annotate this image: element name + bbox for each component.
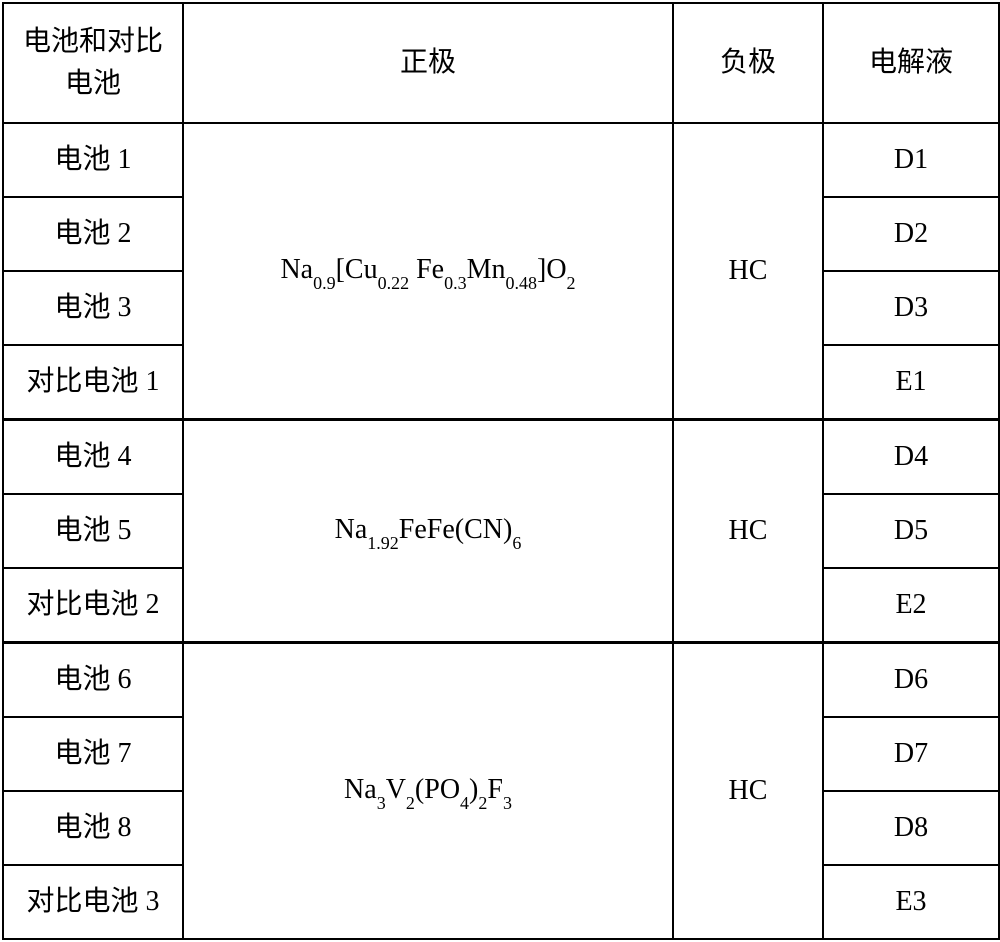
cell-anode: HC — [673, 643, 823, 940]
cell-electrolyte: D7 — [823, 717, 999, 791]
table-header-row: 电池和对比 电池 正极 负极 电解液 — [3, 3, 999, 123]
cell-cathode: Na0.9[Cu0.22 Fe0.3Mn0.48]O2 — [183, 123, 673, 420]
cell-anode: HC — [673, 123, 823, 420]
header-anode: 负极 — [673, 3, 823, 123]
cell-battery-name: 电池 2 — [3, 197, 183, 271]
cell-battery-name: 电池 4 — [3, 420, 183, 495]
cell-battery-name: 对比电池 2 — [3, 568, 183, 643]
table-row: 电池 1Na0.9[Cu0.22 Fe0.3Mn0.48]O2HCD1 — [3, 123, 999, 197]
cell-battery-name: 对比电池 1 — [3, 345, 183, 420]
cell-electrolyte: E3 — [823, 865, 999, 939]
cell-battery-name: 电池 3 — [3, 271, 183, 345]
battery-comparison-table: 电池和对比 电池 正极 负极 电解液 电池 1Na0.9[Cu0.22 Fe0.… — [2, 2, 1000, 940]
cell-electrolyte: D6 — [823, 643, 999, 718]
cell-battery-name: 电池 5 — [3, 494, 183, 568]
cell-battery-name: 对比电池 3 — [3, 865, 183, 939]
header-battery: 电池和对比 电池 — [3, 3, 183, 123]
header-battery-line1: 电池和对比 — [4, 21, 182, 63]
cell-electrolyte: D3 — [823, 271, 999, 345]
cell-cathode: Na3V2(PO4)2F3 — [183, 643, 673, 940]
cell-electrolyte: D5 — [823, 494, 999, 568]
cell-cathode: Na1.92FeFe(CN)6 — [183, 420, 673, 643]
cell-electrolyte: E2 — [823, 568, 999, 643]
header-electrolyte: 电解液 — [823, 3, 999, 123]
cell-electrolyte: D4 — [823, 420, 999, 495]
cell-electrolyte: E1 — [823, 345, 999, 420]
header-battery-line2: 电池 — [4, 63, 182, 105]
cell-anode: HC — [673, 420, 823, 643]
cell-battery-name: 电池 6 — [3, 643, 183, 718]
cell-battery-name: 电池 1 — [3, 123, 183, 197]
table-row: 电池 4Na1.92FeFe(CN)6HCD4 — [3, 420, 999, 495]
cell-electrolyte: D2 — [823, 197, 999, 271]
table-row: 电池 6Na3V2(PO4)2F3HCD6 — [3, 643, 999, 718]
cell-electrolyte: D8 — [823, 791, 999, 865]
header-cathode: 正极 — [183, 3, 673, 123]
cell-battery-name: 电池 8 — [3, 791, 183, 865]
table-body: 电池 1Na0.9[Cu0.22 Fe0.3Mn0.48]O2HCD1电池 2D… — [3, 123, 999, 939]
cell-battery-name: 电池 7 — [3, 717, 183, 791]
cell-electrolyte: D1 — [823, 123, 999, 197]
